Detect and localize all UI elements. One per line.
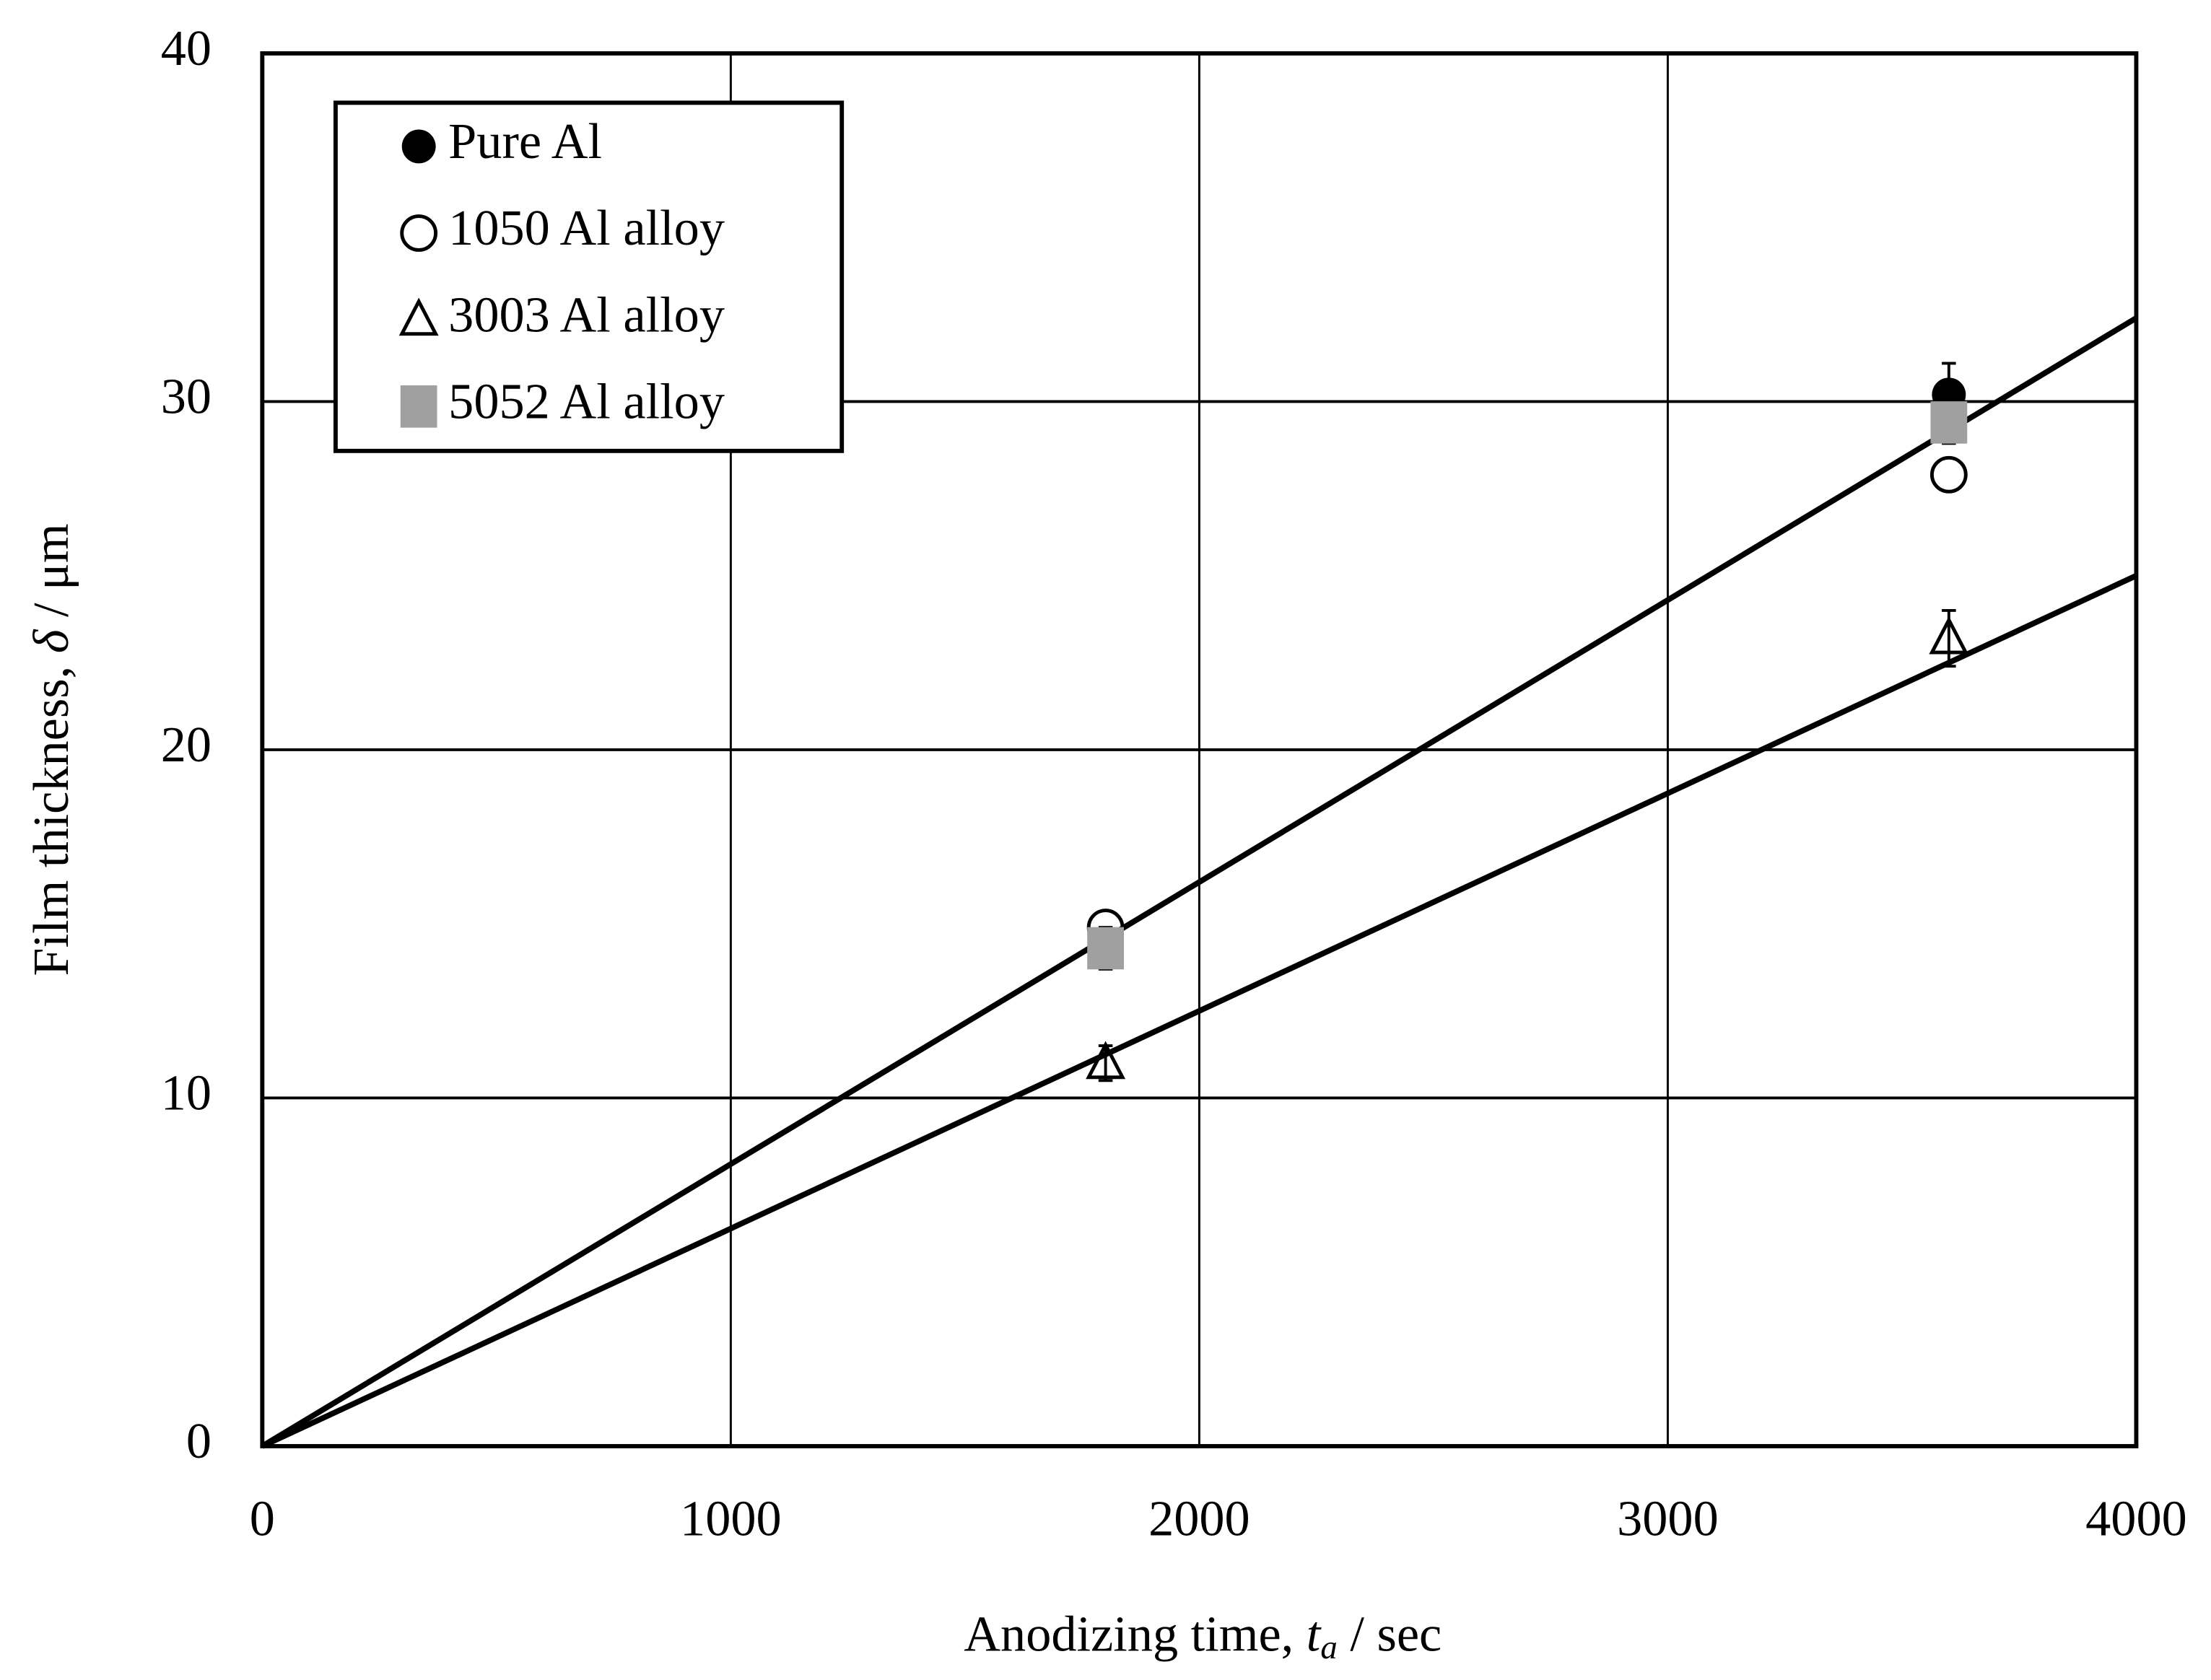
x-label-subscript: a (1320, 1629, 1337, 1666)
x-label-symbol: t (1307, 1606, 1322, 1663)
legend-label: 5052 Al alloy (448, 373, 725, 429)
point (1929, 616, 1969, 655)
y-tick-label: 20 (161, 717, 211, 773)
x-axis-label: Anodizing time, ta / sec (964, 1606, 1442, 1666)
fit-line (261, 573, 2138, 1449)
y-label-symbol: δ (23, 629, 79, 653)
legend-marker (400, 214, 438, 252)
y-label-unit: / μm (23, 523, 79, 629)
y-tick-label: 10 (161, 1065, 211, 1121)
point (1086, 1041, 1126, 1080)
y-tick-label: 0 (186, 1413, 211, 1469)
legend: Pure Al 1050 Al alloy 3003 Al alloy 5052 Al… (333, 100, 845, 453)
fit-line (261, 315, 2138, 1449)
y-tick-label: 30 (161, 369, 211, 425)
legend-marker (401, 129, 436, 164)
x-tick-label: 2000 (1148, 1491, 1250, 1547)
legend-marker (398, 297, 439, 336)
point (1929, 455, 1968, 494)
x-label-text: Anodizing time, (964, 1606, 1307, 1663)
x-tick-label: 0 (250, 1491, 275, 1547)
legend-marker (400, 385, 437, 428)
legend-label: 3003 Al alloy (448, 286, 725, 343)
x-tick-label: 3000 (1617, 1491, 1719, 1547)
y-tick-label: 40 (161, 20, 211, 76)
point (1087, 927, 1124, 970)
x-tick-label: 1000 (680, 1491, 782, 1547)
legend-label: 1050 Al alloy (448, 200, 725, 256)
legend-label: Pure Al (448, 113, 602, 170)
y-label-text: Film thickness, (23, 653, 79, 976)
y-axis-label: Film thickness, δ / μm (23, 523, 79, 976)
point (1930, 401, 1968, 444)
x-label-unit: / sec (1338, 1606, 1442, 1663)
x-tick-label: 4000 (2085, 1491, 2187, 1547)
plot-frame (260, 51, 2139, 1448)
marks (261, 315, 2138, 1449)
